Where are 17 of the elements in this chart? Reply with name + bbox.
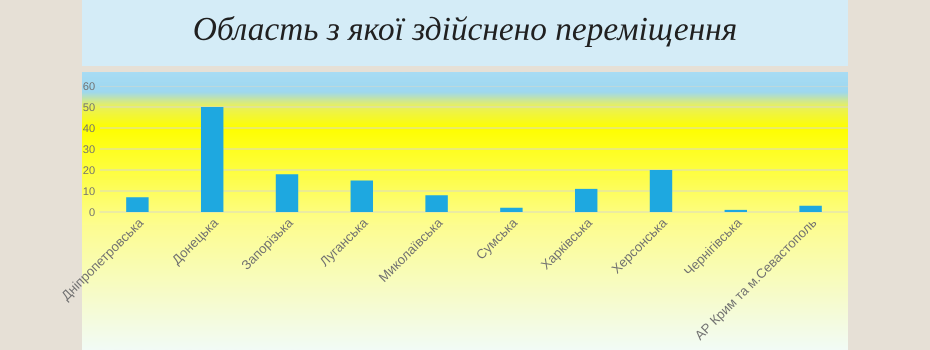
chart-title: Область з якої здійснено переміщення [194, 16, 736, 47]
y-tick-label: 40 [83, 124, 95, 132]
y-tick-label: 50 [83, 103, 95, 112]
y-tick-label: 20 [83, 166, 95, 174]
bar [276, 174, 298, 212]
bar [350, 180, 374, 212]
y-tick-label: 60 [83, 82, 95, 90]
y-tick-label: 30 [83, 145, 95, 154]
bar [425, 195, 448, 212]
bar [126, 197, 149, 212]
bar [650, 170, 672, 212]
bar [200, 107, 224, 212]
bar [574, 188, 598, 212]
bar [799, 206, 822, 212]
bar [500, 208, 523, 212]
y-tick-label: 0 [89, 208, 95, 216]
y-tick-label: 10 [84, 187, 95, 196]
